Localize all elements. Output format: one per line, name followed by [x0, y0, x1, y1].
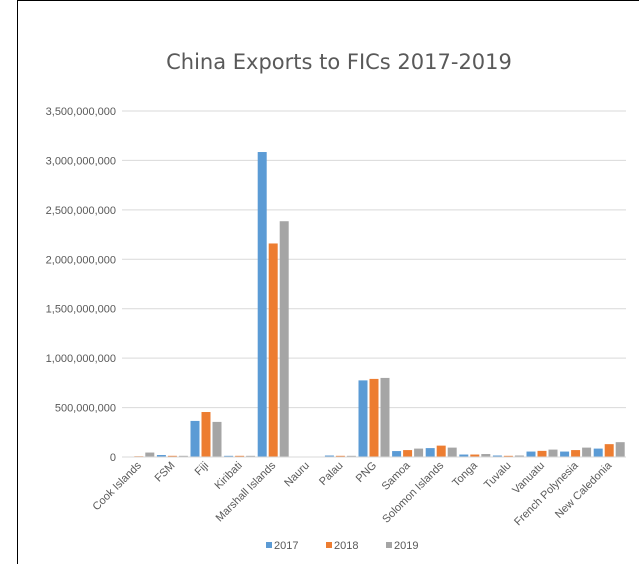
bar	[514, 455, 524, 457]
bar	[582, 447, 592, 457]
bar	[481, 454, 491, 457]
x-tick-label: Marshall Islands	[214, 459, 279, 524]
y-tick-label: 0	[110, 452, 116, 464]
bar	[470, 454, 480, 457]
y-tick-label: 2,000,000,000	[46, 254, 116, 266]
bar	[425, 448, 435, 457]
bar	[503, 455, 513, 457]
x-tick-label: Solomon Islands	[380, 459, 446, 525]
bar	[526, 451, 536, 457]
x-tick-label: Nauru	[282, 460, 312, 490]
bar	[190, 420, 200, 457]
x-tick-label: Fiji	[193, 460, 211, 478]
bar	[369, 378, 379, 457]
legend-swatch	[386, 542, 392, 548]
bar	[257, 152, 267, 458]
bar	[414, 448, 424, 457]
bar	[492, 455, 502, 457]
legend-swatch	[266, 542, 272, 548]
x-tick-label: Kiribati	[212, 460, 244, 492]
x-tick-label: Cook Islands	[90, 459, 144, 513]
y-tick-label: 1,500,000,000	[46, 304, 116, 316]
bar	[358, 380, 368, 457]
bar	[224, 455, 234, 457]
y-axis-ticks: 0 500,000,000 1,000,000,000 1,500,000,000 2,…	[46, 106, 116, 464]
y-tick-label: 1,000,000,000	[46, 353, 116, 365]
bar	[459, 454, 469, 457]
bar	[560, 451, 570, 457]
x-tick-label: Tuvalu	[482, 460, 514, 492]
bar	[279, 221, 289, 457]
y-tick-label: 500,000,000	[55, 403, 116, 415]
y-tick-label: 3,500,000,000	[46, 106, 116, 118]
x-tick-label: Palau	[317, 460, 345, 488]
x-tick-label: Tonga	[450, 459, 480, 489]
x-tick-label: FSM	[153, 460, 178, 485]
bar	[335, 455, 345, 457]
bar	[571, 450, 581, 457]
bar	[548, 449, 558, 457]
bars	[123, 152, 625, 458]
x-tick-label: PNG	[354, 460, 379, 485]
chart-title: China Exports to FICs 2017-2019	[166, 50, 512, 74]
bar	[167, 455, 177, 457]
chart-area	[17, 0, 639, 564]
bar	[604, 444, 614, 457]
bar	[593, 448, 603, 457]
legend-label: 2018	[334, 540, 358, 552]
bar	[201, 412, 211, 457]
bar	[324, 455, 334, 457]
x-tick-label: Samoa	[380, 459, 414, 493]
bar	[615, 442, 625, 457]
y-tick-label: 2,500,000,000	[46, 205, 116, 217]
bar	[392, 451, 402, 457]
y-tick-label: 3,000,000,000	[46, 155, 116, 167]
bar	[537, 450, 547, 457]
legend: 2017 2018 2019	[266, 540, 418, 552]
bar	[346, 455, 356, 457]
bar	[403, 450, 413, 457]
gridlines	[122, 110, 626, 409]
legend-label: 2019	[394, 540, 418, 552]
bar	[156, 455, 166, 457]
legend-label: 2017	[274, 540, 298, 552]
bar	[436, 445, 446, 457]
bar	[268, 243, 278, 457]
bar	[246, 455, 256, 457]
bar	[380, 377, 390, 457]
legend-swatch	[326, 542, 332, 548]
bar	[447, 447, 457, 457]
bar	[145, 452, 155, 457]
bar	[212, 421, 222, 457]
bar	[235, 455, 245, 457]
bar	[178, 455, 188, 457]
